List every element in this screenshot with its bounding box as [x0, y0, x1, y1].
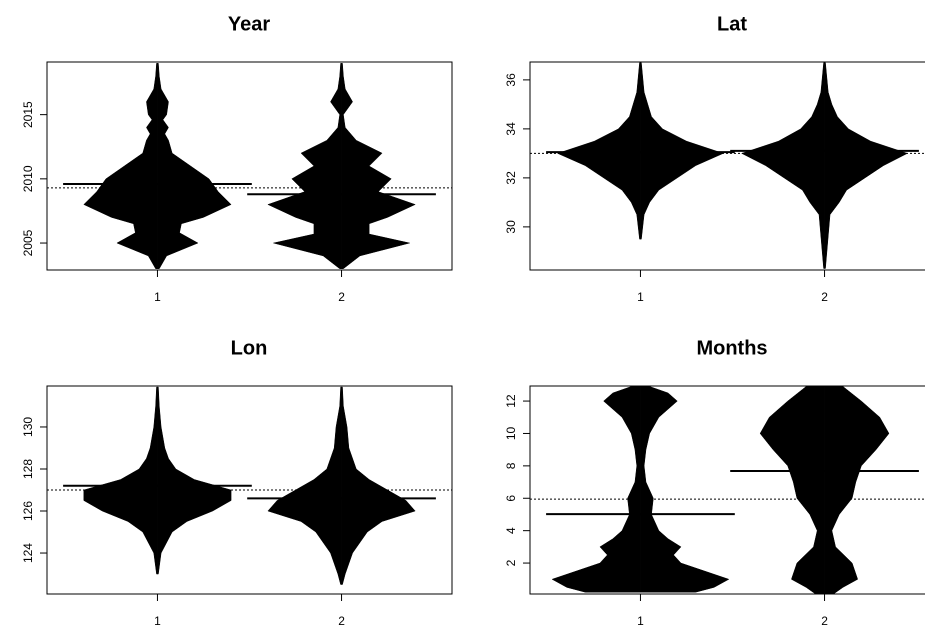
bean-half: [556, 62, 641, 240]
x-tick-label: 1: [154, 290, 161, 304]
y-tick-label: 34: [504, 122, 518, 136]
x-tick-label: 1: [154, 614, 161, 628]
bean-half: [551, 386, 641, 593]
y-tick-label: 12: [504, 394, 518, 408]
bean-half: [824, 386, 890, 595]
plot-frame: [46, 385, 453, 595]
bean-half: [824, 62, 909, 269]
y-tick-label: 2005: [21, 229, 35, 256]
y-tick-label: 124: [21, 543, 35, 563]
y-tick-label: 128: [21, 459, 35, 479]
y-tick-label: 130: [21, 417, 35, 437]
bean-half: [341, 63, 416, 269]
y-tick-label: 4: [504, 527, 518, 534]
bean-half: [267, 63, 342, 269]
plot-frame: [529, 61, 925, 271]
y-tick-label: 32: [504, 171, 518, 185]
bean-half: [157, 63, 232, 269]
bean-half: [267, 386, 342, 585]
y-tick-label: 8: [504, 462, 518, 469]
y-tick-label: 10: [504, 426, 518, 440]
x-tick-label: 1: [637, 290, 644, 304]
panel-title: Months: [696, 337, 767, 359]
bean-half: [83, 63, 158, 269]
x-tick-label: 1: [637, 614, 644, 628]
bean-half: [759, 386, 825, 595]
x-tick-label: 2: [821, 290, 828, 304]
y-tick-label: 2015: [21, 101, 35, 128]
bean-half: [341, 386, 416, 585]
y-tick-label: 126: [21, 501, 35, 521]
panel-title: Year: [228, 13, 270, 35]
bean-half: [640, 62, 724, 240]
x-tick-label: 2: [338, 290, 345, 304]
y-tick-label: 2: [504, 559, 518, 566]
bean-half: [741, 62, 825, 269]
y-tick-label: 30: [504, 220, 518, 234]
x-tick-label: 2: [338, 614, 345, 628]
bean-half: [640, 386, 730, 593]
plot-frame: [46, 61, 453, 271]
y-tick-label: 2010: [21, 165, 35, 192]
y-tick-label: 6: [504, 495, 518, 502]
bean-half: [157, 386, 232, 575]
y-tick-label: 36: [504, 73, 518, 87]
plot-frame: [529, 385, 925, 595]
bean-half: [83, 386, 158, 575]
panel-title: Lat: [717, 13, 747, 35]
panel-title: Lon: [231, 337, 268, 359]
x-tick-label: 2: [821, 614, 828, 628]
